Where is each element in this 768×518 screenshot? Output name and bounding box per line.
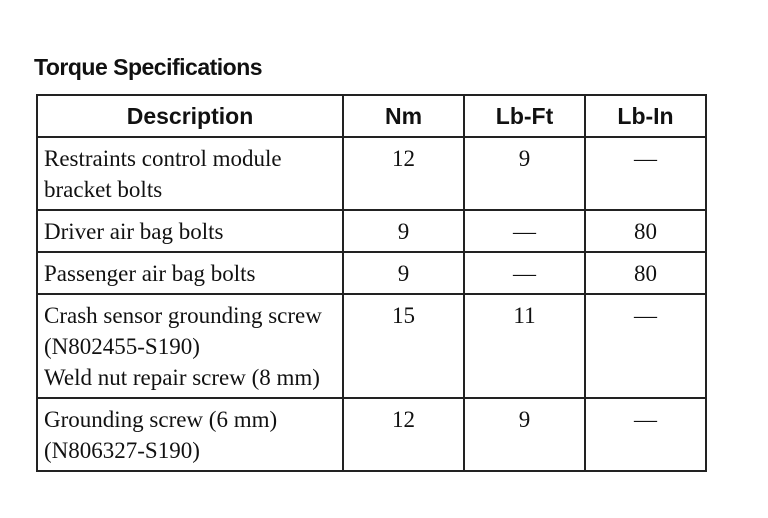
column-header: Description [36, 94, 344, 138]
description-line: Restraints control module bracket bolts [44, 146, 282, 202]
value-cell: 80 [584, 209, 707, 253]
spec-table: Description Nm Lb-Ft Lb-In Restraints contr… [36, 94, 707, 472]
description-cell: Grounding screw (6 mm) (N806327-S190) [36, 397, 344, 472]
value-cell: — [584, 397, 707, 472]
value-cell: — [463, 251, 586, 295]
description-line: Weld nut repair screw (8 mm) [44, 365, 320, 390]
column-header: Nm [342, 94, 465, 138]
value-cell: 80 [584, 251, 707, 295]
description-cell: Restraints control module bracket bolts [36, 136, 344, 211]
value-cell: 12 [342, 136, 465, 211]
description-cell: Driver air bag bolts [36, 209, 344, 253]
value-cell: 11 [463, 293, 586, 399]
value-cell: — [584, 136, 707, 211]
table-body: Restraints control module bracket bolts 1… [36, 136, 707, 472]
description-line: Grounding screw (6 mm) (N806327-S190) [44, 407, 278, 463]
value-cell: 15 [342, 293, 465, 399]
column-header: Lb-Ft [463, 94, 586, 138]
table-row: Crash sensor grounding screw (N802455-S1… [36, 293, 707, 399]
table-row: Grounding screw (6 mm) (N806327-S190) 12 9… [36, 397, 707, 472]
header-row: Description Nm Lb-Ft Lb-In [36, 94, 707, 138]
description-cell: Crash sensor grounding screw (N802455-S1… [36, 293, 344, 399]
table-row: Driver air bag bolts 9—80 [36, 209, 707, 253]
value-cell: 9 [342, 209, 465, 253]
value-cell: — [463, 209, 586, 253]
title: Torque Specifications [34, 54, 263, 80]
description-line: Crash sensor grounding screw (N802455-S1… [44, 303, 322, 359]
value-cell: 12 [342, 397, 465, 472]
description-line: Driver air bag bolts [44, 219, 224, 244]
column-header: Lb-In [584, 94, 707, 138]
value-cell: 9 [342, 251, 465, 295]
value-cell: 9 [463, 136, 586, 211]
value-cell: — [584, 293, 707, 399]
value-cell: 9 [463, 397, 586, 472]
description-line: Passenger air bag bolts [44, 261, 256, 286]
table-row: Restraints control module bracket bolts 1… [36, 136, 707, 211]
table-row: Passenger air bag bolts 9—80 [36, 251, 707, 295]
description-cell: Passenger air bag bolts [36, 251, 344, 295]
